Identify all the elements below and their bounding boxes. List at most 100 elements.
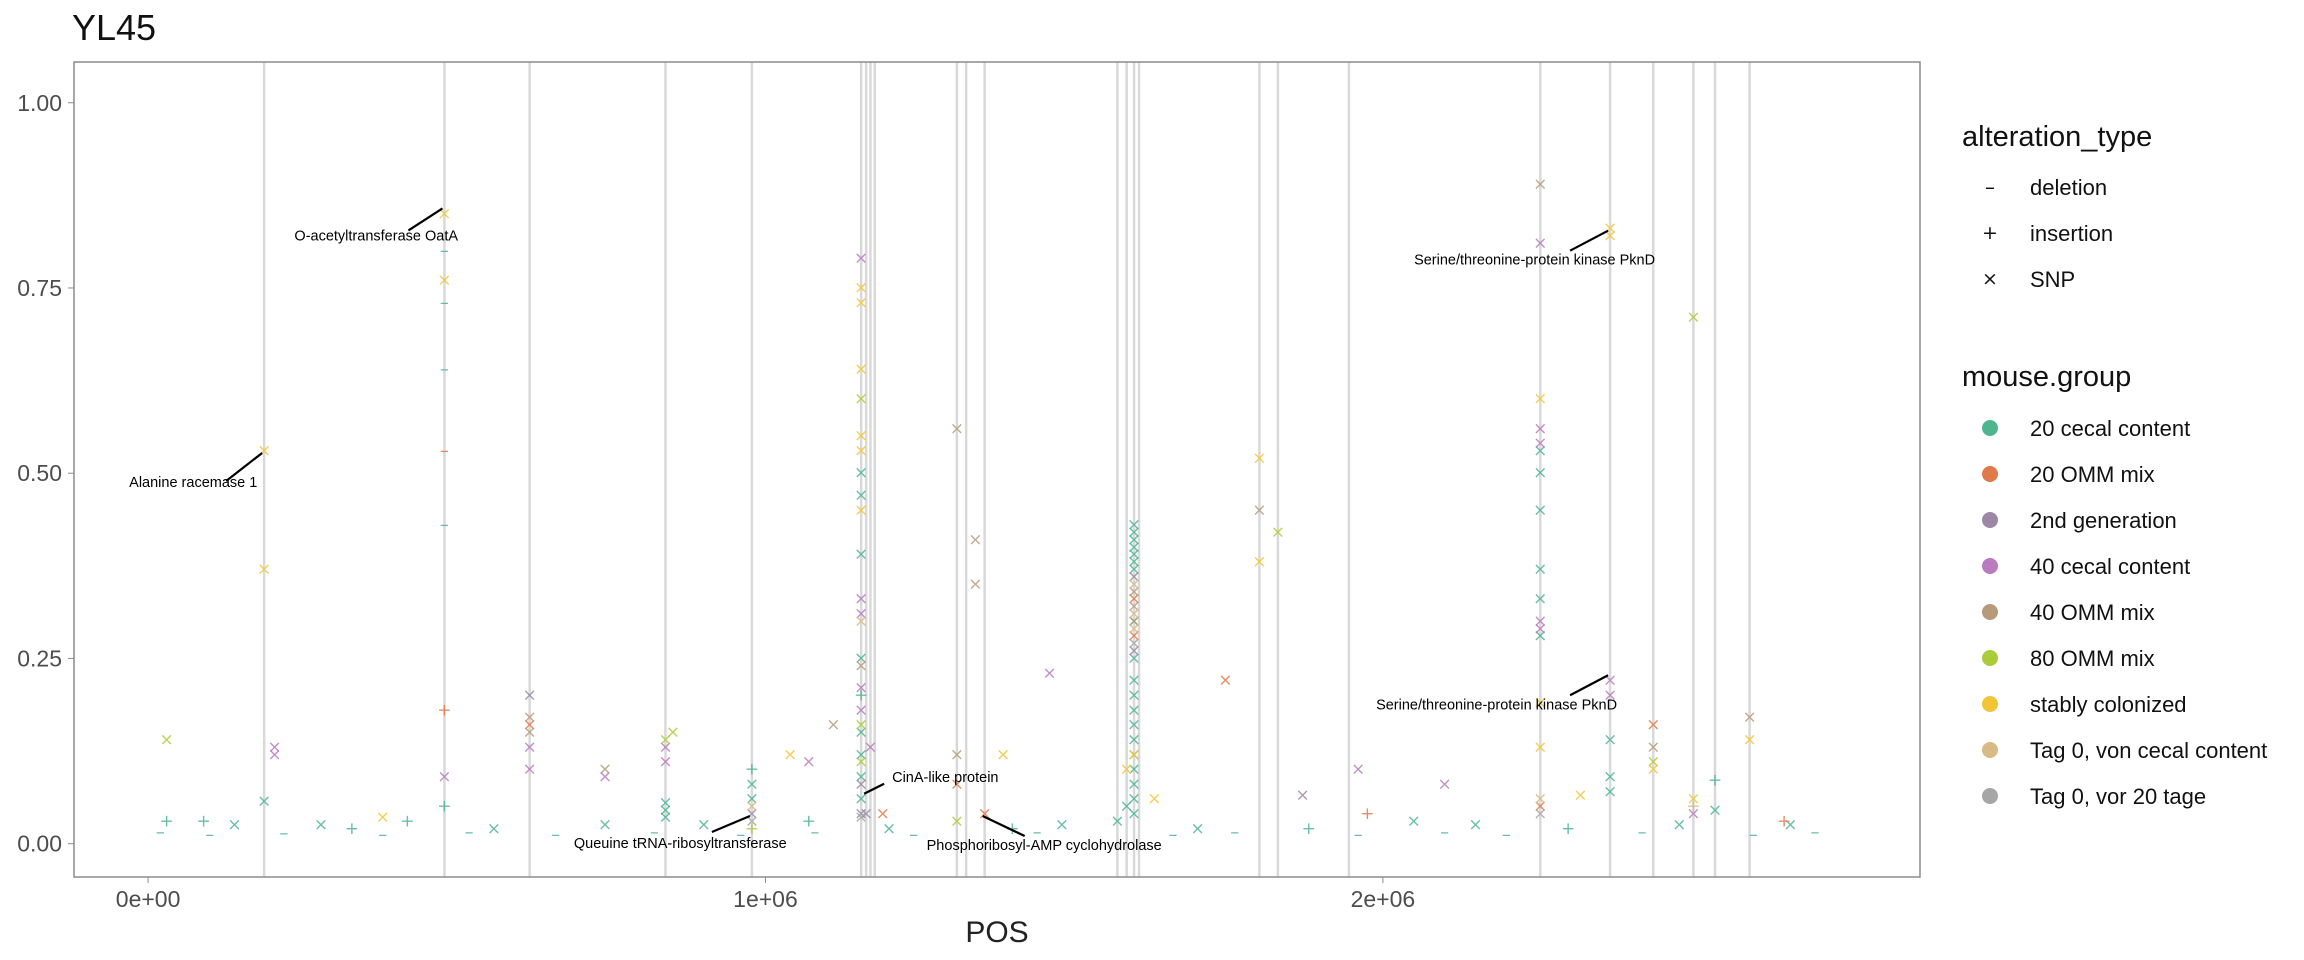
data-point: × bbox=[1127, 611, 1141, 631]
data-point: × bbox=[1407, 811, 1421, 831]
legend-color-label: 40 cecal content bbox=[2030, 554, 2190, 579]
legend-color-key bbox=[1982, 788, 1998, 804]
data-point: × bbox=[1127, 545, 1141, 565]
data-point: – bbox=[551, 824, 560, 845]
data-point: × bbox=[1120, 797, 1134, 817]
data-point: × bbox=[854, 463, 868, 483]
data-point: × bbox=[437, 271, 451, 291]
data-point: × bbox=[1127, 537, 1141, 557]
legend-color-key bbox=[1982, 604, 1998, 620]
data-point: × bbox=[1127, 626, 1141, 646]
data-point: – bbox=[909, 824, 918, 845]
data-point: × bbox=[1127, 582, 1141, 602]
data-point: – bbox=[1168, 824, 1177, 845]
data-point: × bbox=[1127, 560, 1141, 580]
y-tick-label: 0.75 bbox=[17, 275, 62, 301]
data-point: + bbox=[1561, 819, 1575, 839]
data-point: × bbox=[523, 760, 537, 780]
data-point: × bbox=[257, 441, 271, 461]
data-point: × bbox=[1147, 789, 1161, 809]
y-tick-label: 0.25 bbox=[17, 645, 62, 671]
data-point: × bbox=[598, 760, 612, 780]
chart-title: YL45 bbox=[72, 7, 156, 48]
annotations: Alanine racemase 1 O-acetyltransferase Oa… bbox=[129, 207, 1655, 854]
data-point: × bbox=[598, 815, 612, 835]
legend-mouse-group: mouse.group 20 cecal content 20 OMM mix 2n… bbox=[1962, 361, 2267, 809]
data-point: × bbox=[1533, 619, 1547, 639]
data-point: × bbox=[978, 804, 992, 824]
data-point: × bbox=[1533, 389, 1547, 409]
data-point: – bbox=[1354, 824, 1363, 845]
data-point: × bbox=[1127, 648, 1141, 668]
legend-color-title: mouse.group bbox=[1962, 361, 2131, 393]
data-point: × bbox=[314, 815, 328, 835]
data-point: × bbox=[523, 723, 537, 743]
data-point: × bbox=[968, 574, 982, 594]
legend-color-key bbox=[1982, 650, 1998, 666]
annotation-leader-line bbox=[711, 815, 751, 834]
y-tick-label: 0.50 bbox=[17, 460, 62, 486]
data-point: × bbox=[1127, 597, 1141, 617]
data-point: × bbox=[1127, 604, 1141, 624]
data-point: + bbox=[1777, 811, 1791, 831]
data-point: × bbox=[376, 808, 390, 828]
legend-color-key bbox=[1982, 512, 1998, 528]
data-point: – bbox=[1230, 822, 1239, 843]
data-point: × bbox=[1127, 574, 1141, 594]
data-point: × bbox=[854, 656, 868, 676]
data-point: × bbox=[854, 808, 868, 828]
annotation-label: Serine/threonine-protein kinase PknD bbox=[1414, 253, 1655, 269]
data-point: × bbox=[876, 804, 890, 824]
x-axis: 0e+00 1e+06 2e+06 bbox=[116, 877, 1415, 912]
data-point: × bbox=[1127, 774, 1141, 794]
data-point: × bbox=[437, 767, 451, 787]
data-point: × bbox=[854, 248, 868, 268]
data-point: × bbox=[826, 715, 840, 735]
data-point: + bbox=[345, 819, 359, 839]
legend-shape-label: deletion bbox=[2030, 175, 2107, 200]
data-point: × bbox=[1127, 685, 1141, 705]
data-point: × bbox=[854, 774, 868, 794]
data-point: – bbox=[1440, 822, 1449, 843]
legend-color-key bbox=[1982, 466, 1998, 482]
data-point: × bbox=[854, 441, 868, 461]
data-point: × bbox=[968, 530, 982, 550]
legend-color-key bbox=[1982, 558, 1998, 574]
data-point: × bbox=[1127, 641, 1141, 661]
data-point: – bbox=[810, 822, 819, 843]
data-point: × bbox=[658, 730, 672, 750]
data-point: + bbox=[437, 700, 451, 720]
data-point: × bbox=[658, 800, 672, 820]
data-point: – bbox=[440, 440, 449, 461]
legend-color-key bbox=[1982, 742, 1998, 758]
data-point: × bbox=[854, 752, 868, 772]
data-point: × bbox=[854, 500, 868, 520]
legend-shape-key: – bbox=[1985, 175, 1995, 199]
data-point: × bbox=[950, 774, 964, 794]
data-point: – bbox=[1502, 824, 1511, 845]
data-point: × bbox=[745, 774, 759, 794]
data-point: – bbox=[440, 292, 449, 313]
data-point: – bbox=[1749, 824, 1758, 845]
data-point: × bbox=[854, 745, 868, 765]
data-point: × bbox=[257, 560, 271, 580]
legend-shape-key: × bbox=[1982, 268, 1998, 290]
data-point: × bbox=[854, 767, 868, 787]
data-point: × bbox=[854, 359, 868, 379]
data-point: × bbox=[1533, 234, 1547, 254]
data-point: × bbox=[1252, 448, 1266, 468]
data-point: × bbox=[437, 204, 451, 224]
data-point: × bbox=[1127, 745, 1141, 765]
data-point: × bbox=[1533, 789, 1547, 809]
data-point: × bbox=[1120, 760, 1134, 780]
data-point: × bbox=[859, 804, 873, 824]
data-point: × bbox=[854, 678, 868, 698]
data-point: – bbox=[1638, 822, 1647, 843]
data-point: × bbox=[1686, 804, 1700, 824]
data-point: × bbox=[1127, 567, 1141, 587]
data-point: + bbox=[745, 760, 759, 780]
data-point: × bbox=[598, 767, 612, 787]
data-point: × bbox=[854, 426, 868, 446]
data-point: × bbox=[257, 791, 271, 811]
data-point: × bbox=[1127, 589, 1141, 609]
